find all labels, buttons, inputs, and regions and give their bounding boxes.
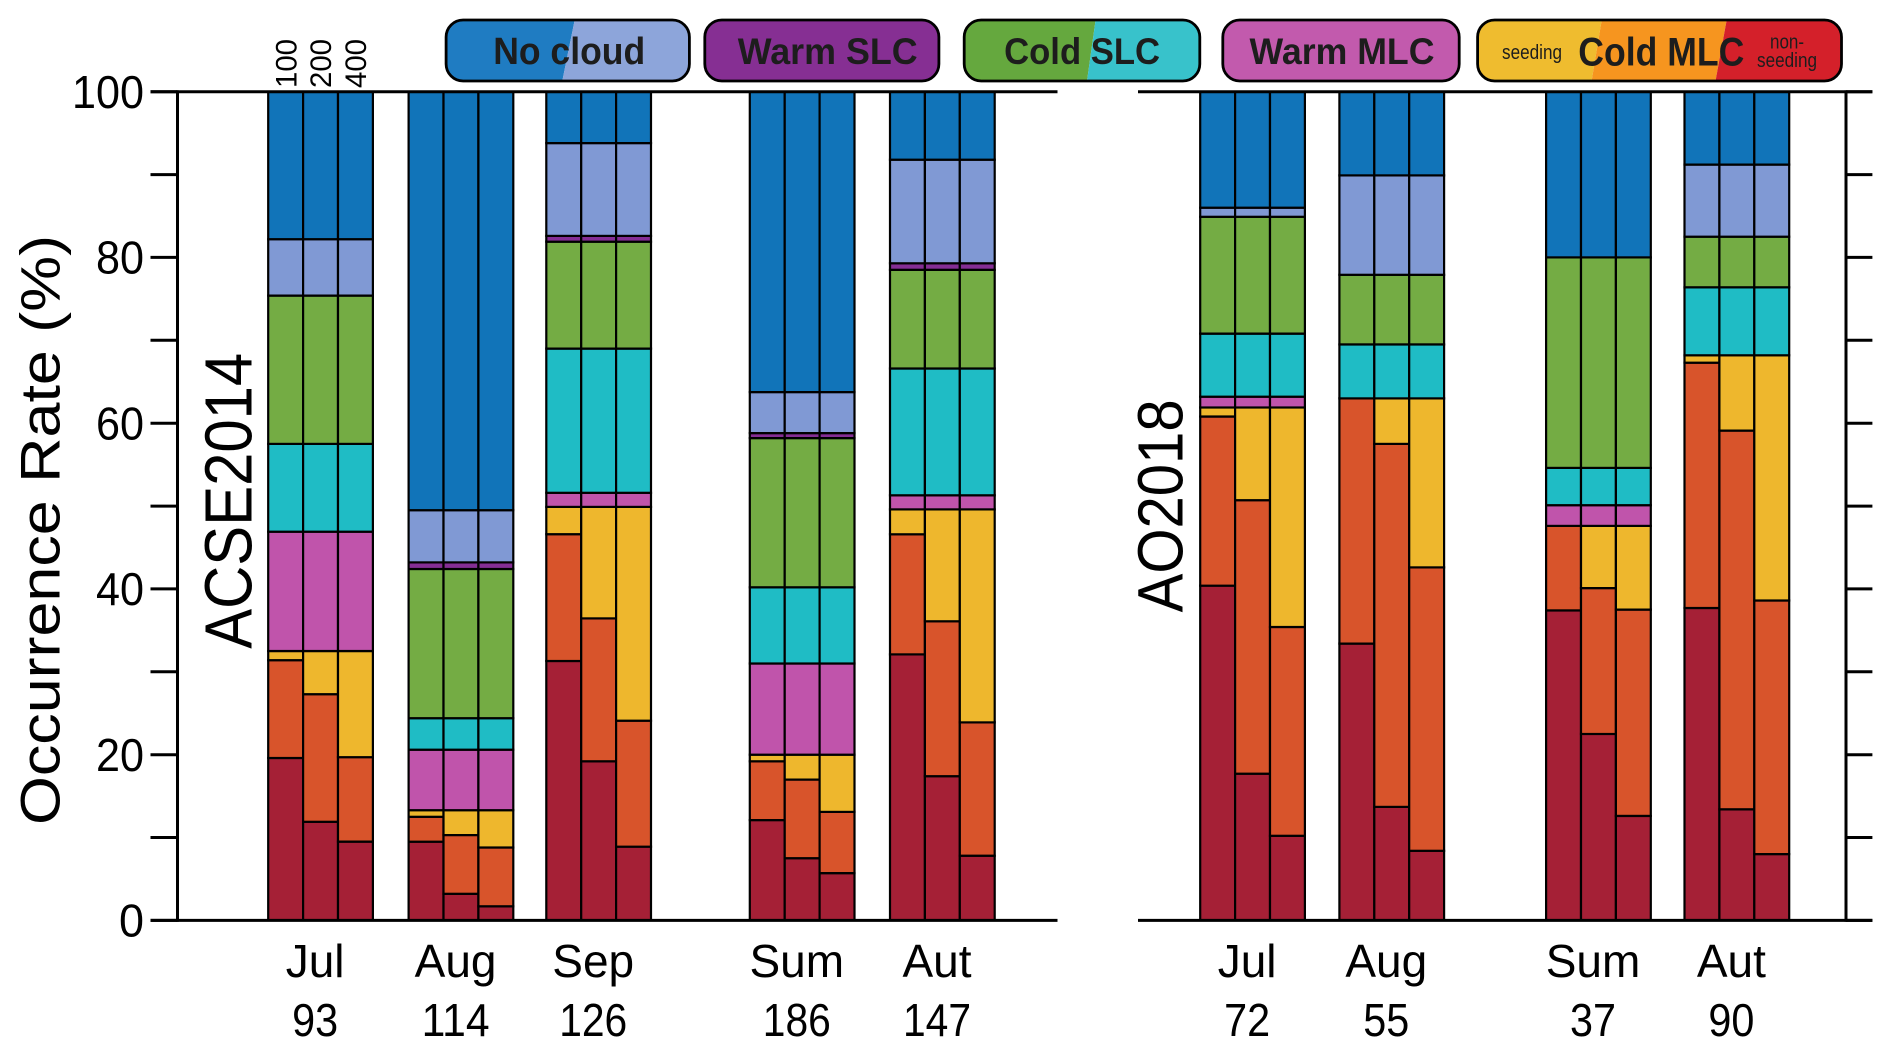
svg-text:200: 200: [305, 39, 338, 88]
svg-text:147: 147: [903, 994, 971, 1046]
svg-text:No cloud: No cloud: [493, 31, 645, 73]
svg-text:100: 100: [270, 39, 303, 88]
svg-text:400: 400: [340, 39, 373, 88]
svg-text:Aut: Aut: [902, 935, 971, 987]
svg-text:Aug: Aug: [1345, 935, 1427, 987]
svg-text:Warm SLC: Warm SLC: [738, 31, 918, 72]
svg-text:37: 37: [1570, 994, 1616, 1046]
svg-text:186: 186: [763, 994, 831, 1046]
svg-text:Jul: Jul: [1218, 935, 1277, 987]
svg-text:0: 0: [119, 895, 144, 947]
svg-text:55: 55: [1363, 994, 1409, 1046]
svg-text:Sep: Sep: [552, 935, 634, 987]
svg-text:114: 114: [422, 994, 490, 1046]
svg-text:ACSE2014: ACSE2014: [192, 353, 267, 649]
svg-text:Sum: Sum: [1546, 935, 1641, 987]
svg-text:seeding: seeding: [1502, 42, 1562, 64]
svg-text:100: 100: [72, 66, 144, 118]
svg-text:Aut: Aut: [1697, 935, 1766, 987]
svg-text:126: 126: [559, 994, 627, 1046]
svg-text:seeding: seeding: [1757, 50, 1817, 72]
svg-text:Occurrence Rate (%): Occurrence Rate (%): [11, 235, 72, 825]
svg-text:80: 80: [96, 232, 144, 284]
svg-text:Aug: Aug: [415, 935, 497, 987]
svg-text:Cold MLC: Cold MLC: [1578, 31, 1744, 75]
svg-text:40: 40: [96, 563, 144, 615]
svg-text:Cold SLC: Cold SLC: [1004, 31, 1160, 72]
svg-text:60: 60: [96, 397, 144, 449]
svg-text:non-: non-: [1770, 31, 1804, 53]
svg-text:Sum: Sum: [750, 935, 845, 987]
svg-text:Warm MLC: Warm MLC: [1250, 31, 1435, 72]
svg-text:93: 93: [292, 994, 338, 1046]
svg-text:90: 90: [1708, 994, 1754, 1046]
svg-text:72: 72: [1224, 994, 1270, 1046]
svg-text:AO2018: AO2018: [1124, 399, 1196, 612]
svg-text:20: 20: [96, 729, 144, 781]
svg-text:Jul: Jul: [286, 935, 345, 987]
